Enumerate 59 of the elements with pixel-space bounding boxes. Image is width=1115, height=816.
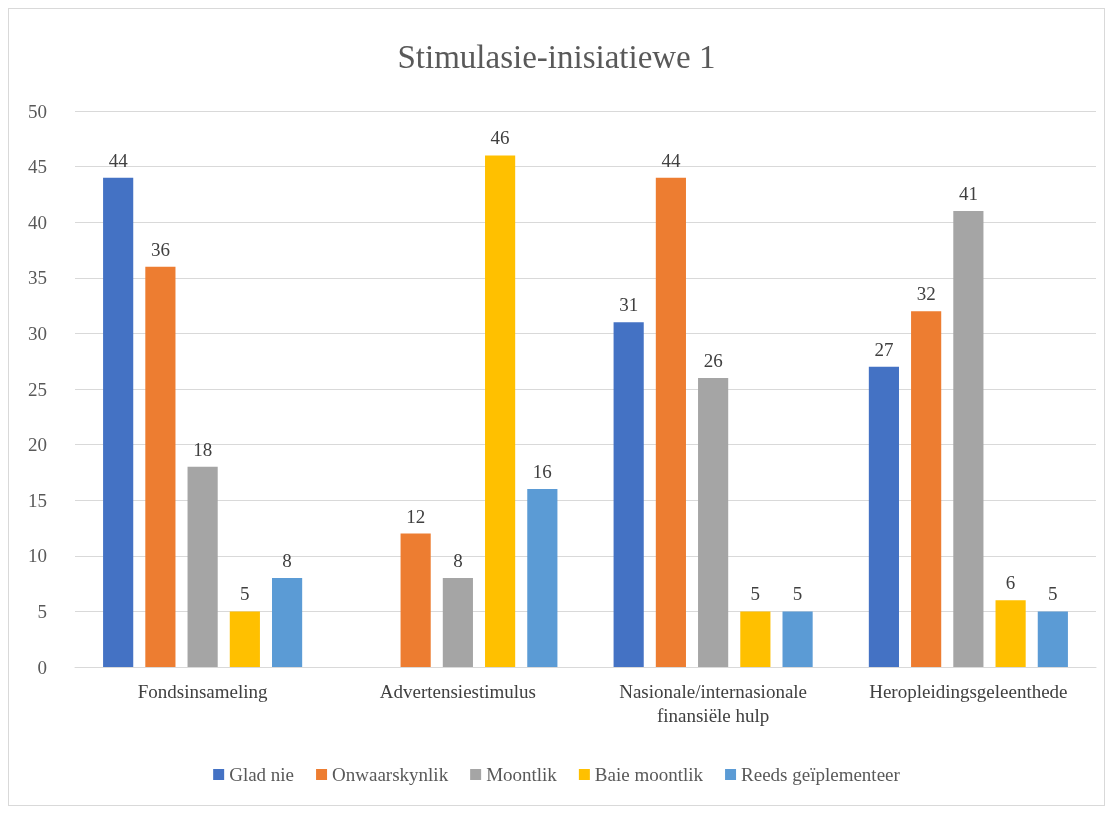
bar (400, 533, 431, 667)
bar (145, 266, 176, 667)
y-tick-label: 10 (28, 545, 47, 567)
bar (103, 177, 134, 667)
bar (229, 611, 260, 667)
bar (613, 322, 644, 667)
bar (1037, 611, 1068, 667)
x-tick-label: Nasionale/internasionale finansiële hulp (619, 680, 808, 726)
data-label: 36 (150, 238, 170, 260)
bar (485, 155, 516, 667)
y-tick-label: 5 (37, 600, 47, 622)
data-label: 31 (619, 294, 639, 316)
x-tick-label: Fondsinsameling (137, 680, 269, 702)
bar (995, 600, 1026, 667)
bar (442, 578, 473, 667)
data-label: 32 (916, 283, 936, 305)
y-tick-label: 40 (28, 211, 47, 233)
data-label: 8 (453, 550, 463, 572)
bar (868, 366, 899, 667)
data-label: 27 (874, 338, 894, 360)
y-tick-label: 0 (37, 656, 47, 678)
y-tick-label: 20 (28, 434, 47, 456)
data-label: 5 (240, 583, 250, 605)
data-label: 44 (108, 149, 129, 171)
bar (911, 311, 942, 667)
data-label: 26 (703, 349, 723, 371)
bar (698, 377, 729, 667)
y-tick-label: 30 (28, 322, 47, 344)
bar (782, 611, 813, 667)
data-label: 5 (792, 583, 803, 605)
bar (527, 489, 558, 667)
data-label: 41 (958, 183, 978, 205)
data-label: 18 (193, 438, 213, 460)
data-label: 5 (750, 583, 761, 605)
data-label: 6 (1005, 572, 1016, 594)
x-tick-label: Heropleidingsgeleenthede (869, 680, 1068, 702)
legend-label: Reeds geïplementeer (741, 764, 901, 785)
data-label: 12 (406, 505, 426, 527)
bar (187, 466, 218, 667)
y-tick-label: 15 (28, 489, 47, 511)
bar (272, 578, 303, 667)
legend-label: Moontlik (486, 764, 558, 785)
bar (655, 177, 686, 667)
bar (953, 211, 984, 667)
chart-title: Stimulasie-inisiatiewe 1 (397, 38, 716, 75)
data-label: 44 (661, 149, 681, 171)
data-label: 16 (532, 461, 552, 483)
y-tick-label: 35 (28, 267, 47, 289)
legend-label: Onwaarskynlik (332, 764, 449, 785)
data-label: 5 (1048, 583, 1058, 605)
y-tick-label: 25 (28, 378, 47, 400)
legend-label: Baie moontlik (594, 764, 704, 785)
y-tick-label: 50 (28, 100, 47, 122)
x-tick-label: Advertensiestimulus (379, 680, 536, 702)
y-tick-label: 45 (28, 156, 47, 178)
legend-label: Glad nie (229, 764, 295, 785)
data-label: 46 (490, 127, 510, 149)
data-label: 8 (282, 550, 292, 572)
bar (740, 611, 771, 667)
